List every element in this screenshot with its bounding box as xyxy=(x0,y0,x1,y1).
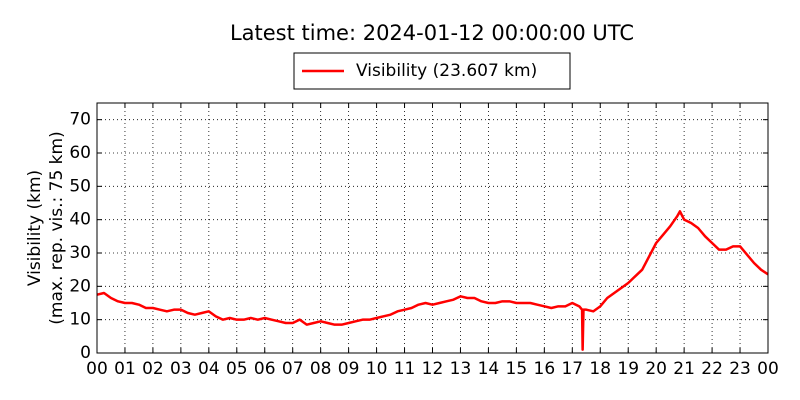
y-tick-label: 40 xyxy=(69,210,91,230)
y-tick-label: 30 xyxy=(69,243,91,263)
x-tick-label: 17 xyxy=(561,359,583,379)
x-tick-label: 11 xyxy=(394,359,416,379)
x-tick-label: 16 xyxy=(534,359,556,379)
x-tick-label: 12 xyxy=(422,359,444,379)
x-tick-label: 19 xyxy=(617,359,639,379)
legend-label: Visibility (23.607 km) xyxy=(356,61,537,81)
x-tick-label: 05 xyxy=(226,359,248,379)
x-tick-label: 10 xyxy=(366,359,388,379)
y-axis-label: Visibility (km) xyxy=(25,170,45,286)
x-tick-label: 15 xyxy=(506,359,528,379)
x-tick-label: 21 xyxy=(673,359,695,379)
x-tick-label: 00 xyxy=(757,359,779,379)
x-tick-label: 22 xyxy=(701,359,723,379)
y-tick-label: 50 xyxy=(69,176,91,196)
x-tick-label: 18 xyxy=(589,359,611,379)
x-tick-label: 03 xyxy=(170,359,192,379)
x-tick-label: 14 xyxy=(478,359,500,379)
x-tick-label: 08 xyxy=(310,359,332,379)
y-tick-label: 20 xyxy=(69,276,91,296)
plot-frame xyxy=(96,102,769,354)
x-tick-label: 00 xyxy=(86,359,108,379)
x-tick-label: 04 xyxy=(198,359,220,379)
series-line xyxy=(96,210,769,351)
x-tick-label: 07 xyxy=(282,359,304,379)
x-tick-label: 06 xyxy=(254,359,276,379)
y-axis-label: (max. rep. vis.: 75 km) xyxy=(47,131,67,324)
y-tick-label: 0 xyxy=(80,343,91,363)
x-tick-label: 01 xyxy=(114,359,136,379)
x-tick-label: 13 xyxy=(450,359,472,379)
x-tick-label: 09 xyxy=(338,359,360,379)
chart-title: Latest time: 2024-01-12 00:00:00 UTC xyxy=(230,21,634,45)
x-tick-label: 02 xyxy=(142,359,164,379)
y-tick-label: 60 xyxy=(69,143,91,163)
y-tick-label: 70 xyxy=(69,110,91,130)
x-tick-label: 20 xyxy=(645,359,667,379)
x-tick-label: 23 xyxy=(729,359,751,379)
y-tick-label: 10 xyxy=(69,310,91,330)
